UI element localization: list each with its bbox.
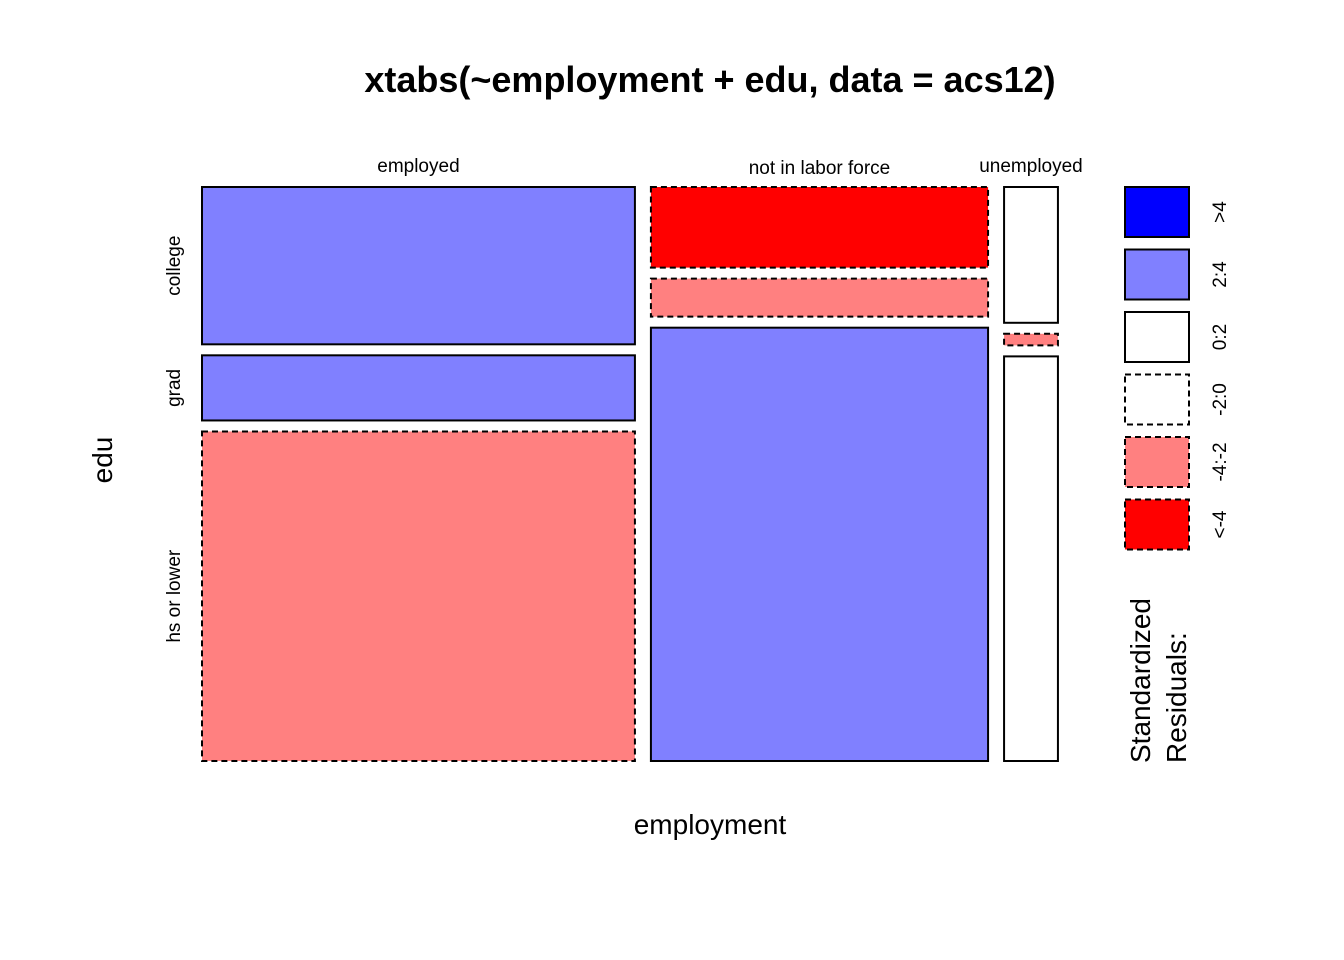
legend-swatch-4-2 (1124, 436, 1190, 488)
col-label-employed: employed (377, 156, 459, 177)
tile-unemployed-grad (1003, 332, 1059, 347)
legend-label: <-4 (1210, 510, 1231, 538)
legend-label: -4:-2 (1210, 442, 1231, 481)
tile-unemployed-college (1003, 186, 1059, 324)
legend-title-line: Standardized (1125, 598, 1156, 763)
row-label-college: college (164, 236, 185, 296)
tile-not-in-labor-force-college (649, 186, 990, 269)
col-label-unemployed: unemployed (979, 156, 1083, 177)
legend-title-line: Residuals: (1161, 632, 1192, 763)
legend-label: 0:2 (1210, 324, 1231, 350)
legend-swatch-2-4 (1124, 248, 1190, 301)
x-axis-title: employment (634, 809, 787, 840)
chart-title: xtabs(~employment + edu, data = acs12) (364, 59, 1055, 100)
tile-employed-hs-or-lower (201, 430, 636, 762)
legend-swatch-2-0 (1124, 373, 1190, 426)
tile-employed-grad (201, 354, 636, 422)
row-label-grad: grad (164, 369, 185, 407)
legend-swatch-lt-4 (1124, 498, 1190, 551)
row-label-hs-or-lower: hs or lower (164, 549, 185, 643)
legend-swatch-gt-4 (1124, 186, 1190, 238)
tile-not-in-labor-force-hs-or-lower (649, 326, 990, 762)
tile-employed-college (201, 186, 636, 346)
legend-label: >4 (1210, 201, 1231, 223)
legend-label: -2:0 (1210, 383, 1231, 416)
legend-label: 2:4 (1210, 261, 1231, 288)
legend-swatch-0-2 (1124, 311, 1190, 363)
col-label-not-in-labor-force: not in labor force (749, 158, 891, 179)
tile-unemployed-hs-or-lower (1003, 355, 1059, 762)
tile-not-in-labor-force-grad (649, 277, 990, 318)
y-axis-title: edu (87, 437, 118, 484)
